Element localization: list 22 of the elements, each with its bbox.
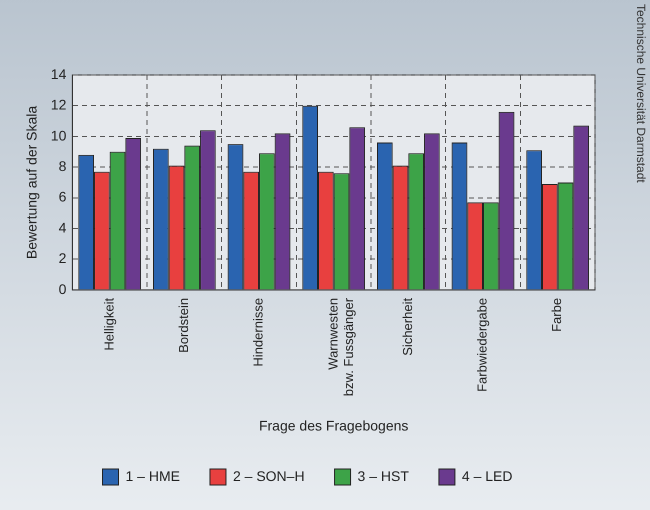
x-tick-label: Bordstein (176, 298, 191, 353)
x-tick-label: Helligkeit (101, 298, 116, 351)
x-axis-title: Frage des Fragebogens (258, 417, 408, 434)
y-tick-label: 12 (50, 96, 67, 113)
x-tick-label: Hindernisse (250, 298, 266, 367)
y-tick-label: 4 (58, 219, 67, 236)
x-tick-label: Sicherheit (400, 298, 415, 356)
y-tick-label: 0 (58, 280, 67, 297)
y-axis-title: Bewertung auf der Skala (23, 106, 40, 260)
legend-label: 4 – LED (462, 468, 512, 484)
legend-label: 2 – SON–H (232, 468, 305, 484)
y-tick-label: 10 (50, 127, 67, 144)
y-tick-label: 14 (50, 66, 67, 82)
legend-label: 1 – HME (126, 468, 180, 484)
y-tick-label: 2 (58, 250, 67, 266)
x-tick-label: Farbe (549, 298, 564, 332)
x-tick-label: Farbwiedergabe (474, 298, 490, 392)
y-tick-label: 8 (58, 158, 67, 174)
y-tick-label: 6 (58, 188, 67, 205)
x-tick-label: Warnwesten bzw. Fussgänger (325, 297, 356, 396)
text: Technische Universität Darmstadt (634, 4, 648, 183)
legend-label: 3 – HST (358, 468, 410, 484)
